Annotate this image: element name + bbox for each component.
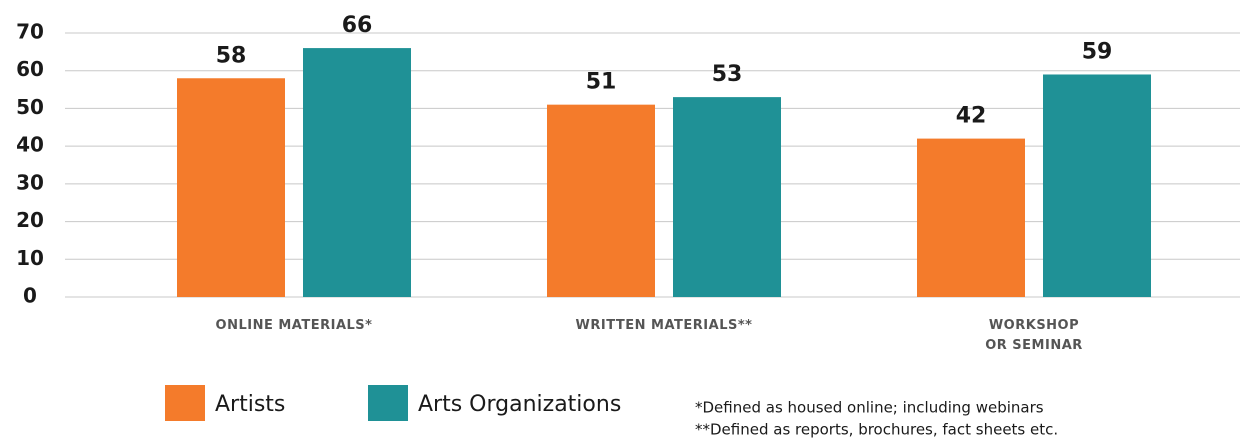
footnote: *Defined as housed online; including web…	[695, 399, 1044, 417]
y-tick-label: 70	[16, 20, 44, 44]
data-label: 59	[1082, 39, 1113, 64]
data-label: 58	[216, 43, 247, 68]
y-tick-label: 20	[16, 208, 44, 232]
bar	[1043, 74, 1151, 297]
legend-swatch	[165, 385, 205, 421]
bar	[177, 78, 285, 297]
bar	[303, 48, 411, 298]
bar	[547, 104, 655, 298]
footnote: **Defined as reports, brochures, fact sh…	[695, 421, 1058, 439]
x-tick-label: ONLINE MATERIALS*	[215, 318, 373, 333]
legend-label: Arts Organizations	[418, 392, 621, 417]
data-label: 66	[342, 13, 373, 38]
y-tick-label: 0	[23, 284, 37, 308]
data-label: 51	[586, 70, 617, 95]
legend-label: Artists	[215, 392, 285, 417]
legend-swatch	[368, 385, 408, 421]
y-tick-label: 60	[16, 57, 44, 81]
y-tick-label: 10	[16, 246, 44, 270]
data-label: 53	[712, 62, 743, 87]
x-tick-label: WORKSHOP OR SEMINAR	[985, 318, 1083, 353]
y-tick-label: 40	[16, 133, 44, 157]
bar	[917, 138, 1025, 297]
data-label: 42	[956, 104, 987, 129]
x-tick-label: WRITTEN MATERIALS**	[575, 318, 753, 333]
y-tick-label: 30	[16, 170, 44, 194]
y-tick-label: 50	[16, 95, 44, 119]
bar	[673, 97, 781, 297]
